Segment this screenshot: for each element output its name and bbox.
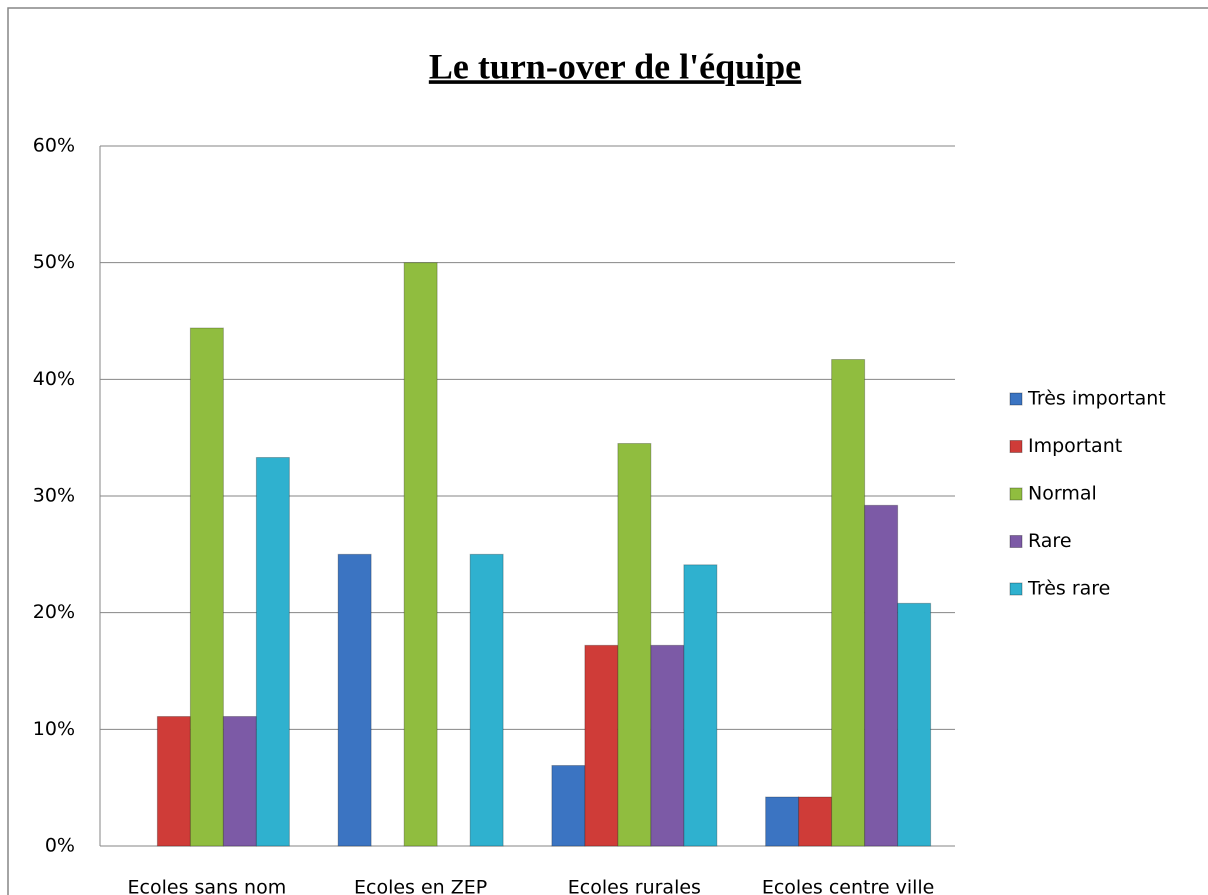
x-tick-label: Ecoles sans nom	[128, 877, 287, 895]
bar	[156, 716, 191, 847]
y-tick-label: 30%	[33, 485, 75, 507]
bar	[255, 457, 290, 847]
legend-label: Très important	[1027, 388, 1166, 410]
bar	[650, 644, 685, 847]
bar	[897, 602, 932, 847]
y-tick-label: 10%	[33, 718, 75, 740]
y-tick-label: 0%	[45, 835, 75, 857]
x-tick-label: Ecoles centre ville	[762, 877, 935, 895]
bar	[403, 262, 438, 847]
legend-swatch	[1009, 440, 1023, 453]
bar	[189, 327, 224, 847]
bar	[584, 644, 619, 847]
bar	[469, 553, 504, 847]
y-tick-label: 50%	[33, 251, 75, 273]
bar	[765, 796, 800, 847]
bar	[617, 443, 652, 847]
y-tick-label: 20%	[33, 601, 75, 623]
y-tick-label: 60%	[33, 135, 75, 157]
bar	[222, 716, 257, 847]
chart-title: Le turn-over de l'équipe	[429, 46, 801, 86]
bar	[798, 796, 833, 847]
legend-label: Très rare	[1027, 578, 1110, 600]
y-tick-label: 40%	[33, 368, 75, 390]
bar	[337, 553, 372, 847]
legend-swatch	[1009, 582, 1023, 596]
legend-label: Important	[1028, 435, 1122, 457]
legend-swatch	[1009, 392, 1023, 406]
bar	[864, 504, 899, 847]
x-tick-label: Ecoles rurales	[568, 877, 701, 895]
legend-label: Rare	[1028, 530, 1072, 552]
x-tick-label: Ecoles en ZEP	[354, 877, 487, 895]
legend-swatch	[1009, 535, 1023, 548]
bar	[831, 359, 866, 847]
legend-label: Normal	[1028, 483, 1097, 505]
legend-swatch	[1009, 487, 1023, 501]
bar	[551, 765, 586, 847]
bar	[683, 564, 718, 847]
